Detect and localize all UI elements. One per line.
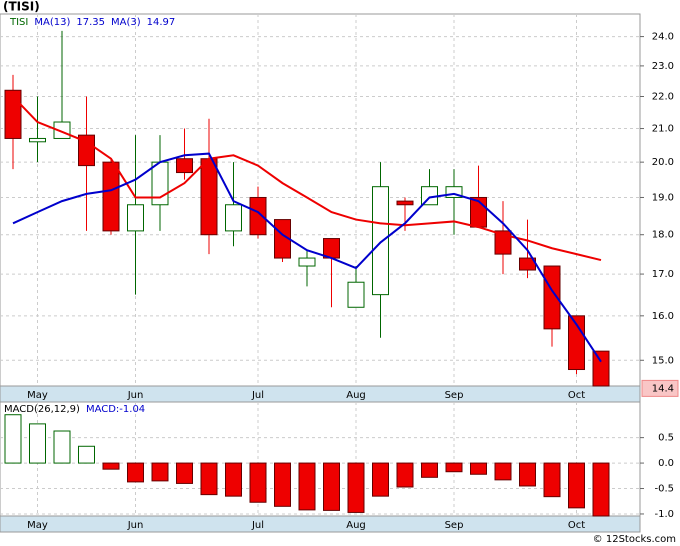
x-tick-label: May — [27, 390, 48, 401]
x-tick-label: Jun — [127, 390, 144, 401]
macd-bar — [568, 462, 585, 509]
y-tick-label: 23.0 — [652, 61, 674, 72]
legend-text: MACD:-1.04 — [86, 404, 145, 415]
candle-body — [127, 204, 144, 232]
macd-bar — [445, 462, 463, 473]
x-tick-label: Jul — [251, 520, 264, 531]
macd-bar — [4, 414, 22, 464]
y-tick-label: 18.0 — [652, 230, 674, 241]
x-tick-label: Aug — [346, 390, 366, 401]
candle-body — [102, 161, 120, 232]
legend-text: 17.35 — [76, 17, 105, 28]
candle-body — [347, 281, 365, 308]
legend: TISI MA(13) 17.35 MA(3) 14.97 — [9, 17, 175, 28]
y-tick-label: 20.0 — [652, 157, 674, 168]
y-tick-label: 0.0 — [658, 458, 674, 469]
y-tick-label: 17.0 — [652, 269, 674, 280]
candle-body — [543, 265, 561, 330]
x-tick-label: Aug — [346, 520, 366, 531]
candle-body — [323, 238, 340, 259]
legend-text: TISI — [9, 17, 28, 28]
macd-bar — [519, 462, 536, 487]
macd-bar — [249, 462, 267, 503]
candle-body — [200, 158, 218, 236]
last-price-label: 14.4 — [652, 383, 674, 394]
macd-bar — [78, 445, 95, 464]
macd-bar — [200, 462, 218, 496]
macd-bar — [396, 462, 414, 488]
macd-bar — [29, 423, 46, 464]
candle-body — [249, 196, 267, 236]
plot-area — [0, 13, 641, 387]
legend-text: MA(3) — [111, 17, 141, 28]
macd-bar — [225, 462, 242, 497]
macd-bar — [151, 462, 169, 482]
x-tick-label: May — [27, 520, 48, 531]
macd-bar — [323, 462, 340, 511]
x-tick-label: Oct — [568, 520, 585, 531]
candle-body — [176, 158, 193, 174]
macd-bar — [176, 462, 193, 484]
macd-bar — [372, 462, 389, 497]
chart-title: (TISI) — [3, 0, 40, 14]
candle-body — [494, 230, 512, 255]
macd-bar — [347, 462, 365, 513]
legend-text: MA(13) — [34, 17, 70, 28]
ma-line — [12, 95, 602, 262]
macd-bar — [53, 430, 71, 464]
macd-bar — [470, 462, 487, 475]
candle-body — [225, 204, 242, 232]
ma-line — [12, 152, 602, 363]
legend-text: MACD(26,12,9) — [4, 404, 80, 415]
y-tick-label: -0.5 — [654, 484, 674, 495]
y-tick-label: 21.0 — [652, 124, 674, 135]
y-tick-label: 22.0 — [652, 92, 674, 103]
legend-text: 14.97 — [147, 17, 176, 28]
macd-bar — [421, 462, 438, 478]
candle-body — [396, 200, 414, 206]
candle-body — [78, 134, 95, 167]
footer: © 12Stocks.com — [593, 534, 676, 545]
macd-bar — [127, 462, 144, 483]
candle-body — [372, 186, 389, 296]
x-tick-label: Sep — [445, 520, 464, 531]
candle-body — [4, 89, 22, 139]
macd-bar — [592, 462, 610, 517]
legend: MACD(26,12,9) MACD:-1.04 — [4, 404, 145, 415]
candle-body — [445, 186, 463, 198]
date-strip — [0, 515, 641, 533]
x-tick-label: Jun — [127, 520, 144, 531]
last-price-box — [641, 379, 679, 397]
macd-bar — [298, 462, 316, 511]
macd-bar — [274, 462, 291, 507]
candle-body — [298, 257, 316, 267]
y-tick-label: 16.0 — [652, 311, 674, 322]
y-tick-label: -1.0 — [654, 509, 674, 520]
y-tick-label: 24.0 — [652, 32, 674, 43]
macd-bar — [543, 462, 561, 498]
y-tick-label: 19.0 — [652, 192, 674, 203]
x-tick-label: Jul — [251, 390, 264, 401]
y-tick-label: 0.5 — [658, 433, 674, 444]
x-tick-label: Oct — [568, 390, 585, 401]
candle-body — [29, 137, 46, 143]
x-tick-label: Sep — [445, 390, 464, 401]
macd-bar — [102, 462, 120, 470]
y-tick-label: 15.0 — [652, 355, 674, 366]
plot-area — [0, 401, 641, 517]
candle-body — [592, 350, 610, 387]
date-strip — [0, 385, 641, 403]
macd-bar — [494, 462, 512, 481]
